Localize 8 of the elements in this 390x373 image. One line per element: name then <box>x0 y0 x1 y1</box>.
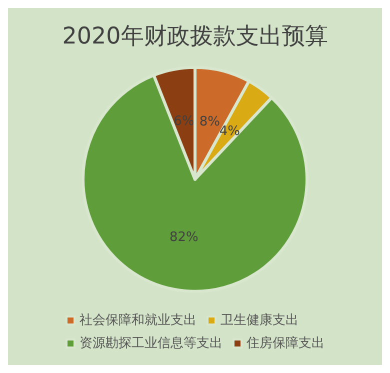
legend-label: 资源勘探工业信息等支出 <box>80 336 222 351</box>
chart-title: 2020年财政拨款支出预算 <box>62 24 328 50</box>
legend-label: 社会保障和就业支出 <box>80 313 196 328</box>
legend-label: 卫生健康支出 <box>220 313 298 328</box>
data-label: 8% <box>199 114 220 130</box>
data-label: 6% <box>174 114 194 129</box>
data-label: 82% <box>169 230 198 245</box>
legend-label: 住房保障支出 <box>246 335 324 351</box>
